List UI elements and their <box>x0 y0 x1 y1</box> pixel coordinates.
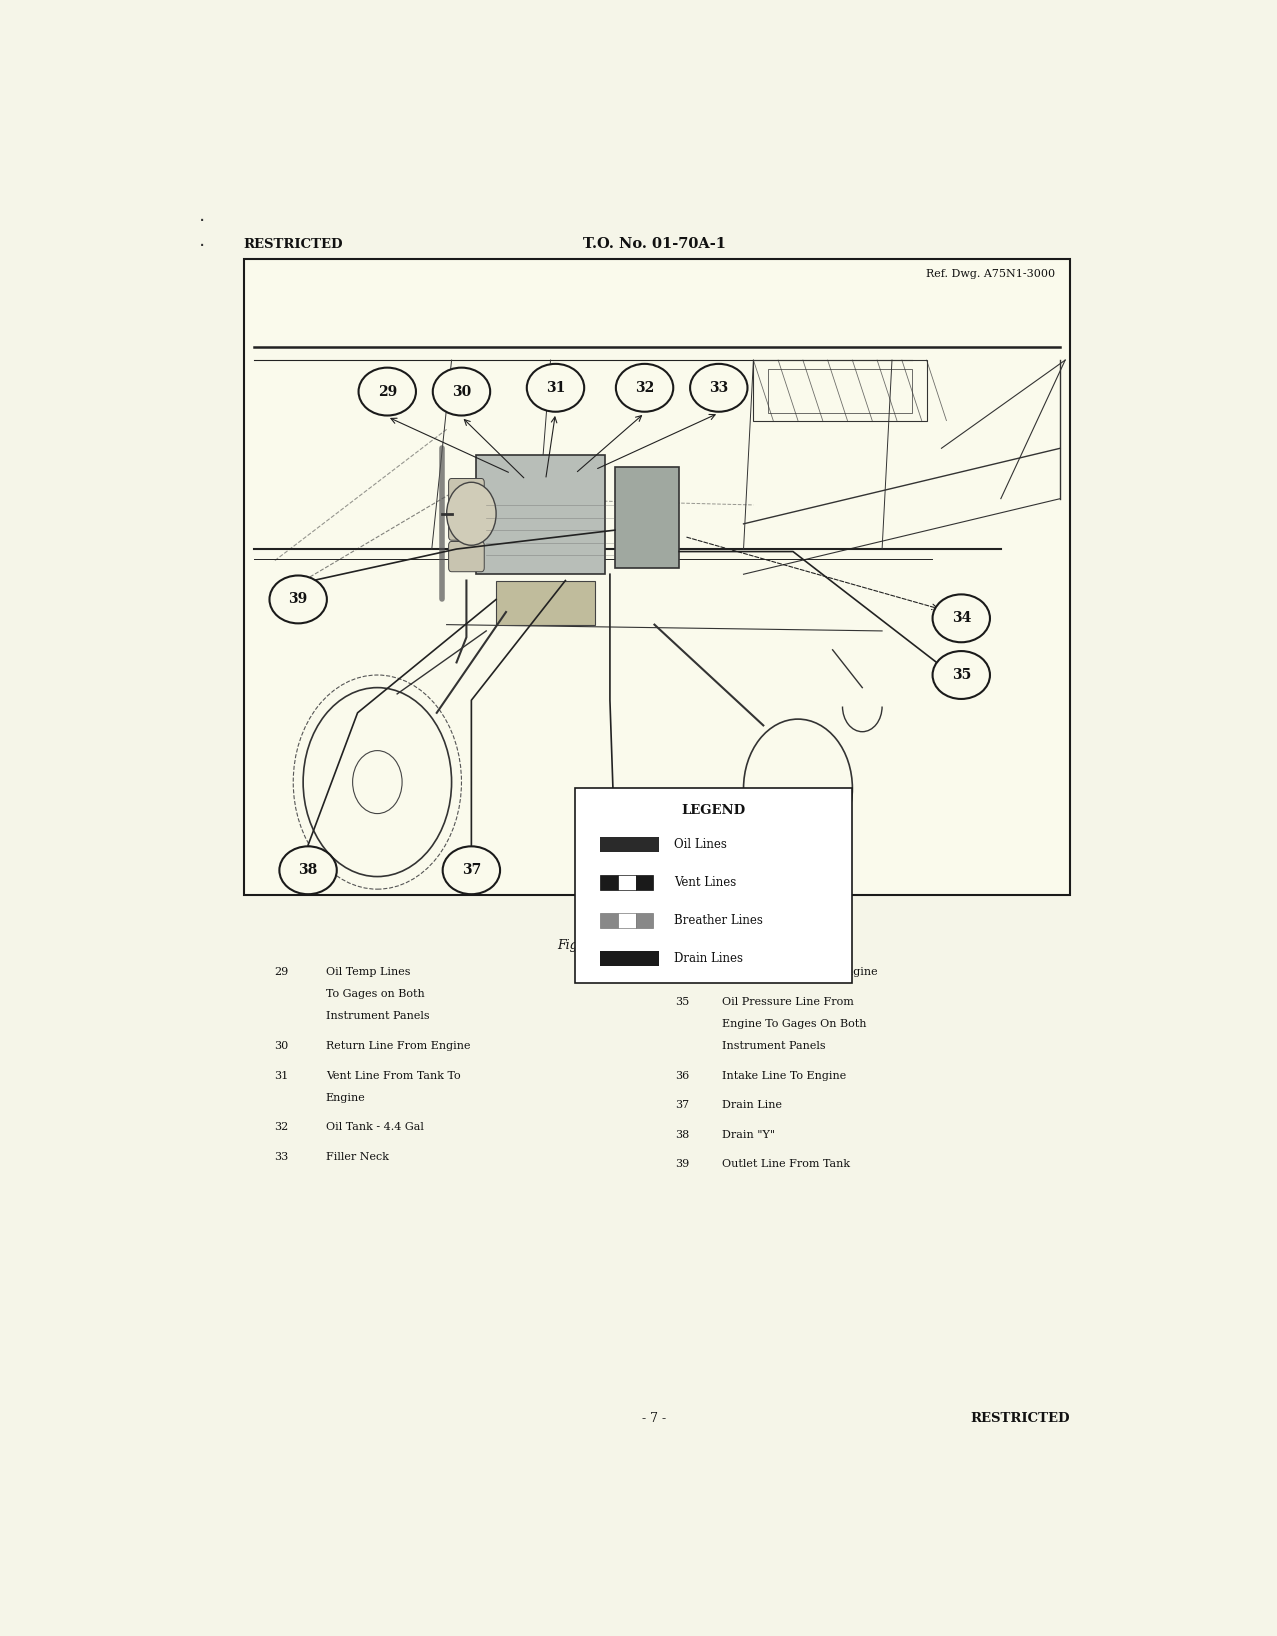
Text: 35: 35 <box>951 667 971 682</box>
Bar <box>575 789 853 983</box>
Text: Instrument Panels: Instrument Panels <box>722 1040 825 1050</box>
Text: 35: 35 <box>674 996 690 1006</box>
Text: 39: 39 <box>674 1160 690 1170</box>
Ellipse shape <box>433 368 490 416</box>
Ellipse shape <box>932 594 990 643</box>
Text: 36: 36 <box>674 1070 690 1080</box>
Text: - 7 -: - 7 - <box>642 1412 667 1425</box>
Ellipse shape <box>443 846 501 895</box>
Bar <box>769 368 912 412</box>
Bar <box>600 913 618 928</box>
Text: RESTRICTED: RESTRICTED <box>244 237 344 250</box>
Text: 29: 29 <box>378 384 397 399</box>
Bar <box>476 455 605 574</box>
Text: 36: 36 <box>600 864 619 877</box>
Text: 33: 33 <box>709 381 728 394</box>
Text: 37: 37 <box>676 1099 690 1111</box>
Text: ·: · <box>199 237 206 257</box>
Text: 32: 32 <box>635 381 654 394</box>
FancyBboxPatch shape <box>448 542 484 571</box>
Text: Drain Lines: Drain Lines <box>674 952 743 965</box>
Ellipse shape <box>269 576 327 623</box>
Bar <box>618 875 636 890</box>
Ellipse shape <box>616 363 673 412</box>
Text: Drain "Y": Drain "Y" <box>722 1130 775 1140</box>
Circle shape <box>447 483 495 545</box>
Bar <box>600 838 659 852</box>
Ellipse shape <box>581 846 638 895</box>
Text: 32: 32 <box>275 1122 289 1132</box>
Text: 31: 31 <box>275 1070 289 1080</box>
Text: Intake Line To Engine: Intake Line To Engine <box>722 1070 845 1080</box>
Text: Breather Lines: Breather Lines <box>674 915 764 928</box>
Ellipse shape <box>690 363 747 412</box>
Text: Outlet Line From Tank: Outlet Line From Tank <box>722 1160 850 1170</box>
Text: 34: 34 <box>951 612 971 625</box>
Text: 30: 30 <box>452 384 471 399</box>
Text: Instrument Panels: Instrument Panels <box>326 1011 429 1021</box>
Text: 31: 31 <box>545 381 566 394</box>
Bar <box>618 913 636 928</box>
Text: T.O. No. 01-70A-1: T.O. No. 01-70A-1 <box>584 237 725 252</box>
Text: Oil Temp Lines: Oil Temp Lines <box>326 967 410 977</box>
Text: Ref. Dwg. A75N1-3000: Ref. Dwg. A75N1-3000 <box>926 270 1055 280</box>
Ellipse shape <box>527 363 584 412</box>
Text: Breather Line From Engine: Breather Line From Engine <box>722 967 877 977</box>
Text: Oil Pressure Line From: Oil Pressure Line From <box>722 996 853 1006</box>
Text: Drain Line: Drain Line <box>722 1099 782 1111</box>
Ellipse shape <box>932 651 990 699</box>
Text: Return Line From Engine: Return Line From Engine <box>326 1040 470 1050</box>
Text: Vent Line From Tank To: Vent Line From Tank To <box>326 1070 461 1080</box>
Text: 38: 38 <box>299 864 318 877</box>
Text: RESTRICTED: RESTRICTED <box>971 1412 1070 1425</box>
Text: 37: 37 <box>462 864 481 877</box>
Text: To Gages on Both: To Gages on Both <box>326 990 425 1000</box>
FancyBboxPatch shape <box>448 510 484 540</box>
Text: LEGEND: LEGEND <box>682 805 746 818</box>
Ellipse shape <box>280 846 337 895</box>
Bar <box>600 951 659 965</box>
Text: 30: 30 <box>275 1040 289 1050</box>
Text: 34: 34 <box>674 967 690 977</box>
Bar <box>616 468 679 568</box>
Text: 39: 39 <box>289 592 308 607</box>
Text: Engine: Engine <box>326 1093 365 1103</box>
Text: ·: · <box>199 213 206 231</box>
Text: Figure 4 - Oil System Diagram: Figure 4 - Oil System Diagram <box>558 939 751 952</box>
Text: Vent Lines: Vent Lines <box>674 875 737 888</box>
Bar <box>636 913 654 928</box>
Text: 33: 33 <box>275 1152 289 1162</box>
Text: Oil Tank - 4.4 Gal: Oil Tank - 4.4 Gal <box>326 1122 424 1132</box>
Text: Filler Neck: Filler Neck <box>326 1152 389 1162</box>
Text: Oil Lines: Oil Lines <box>674 838 727 851</box>
Ellipse shape <box>359 368 416 416</box>
Bar <box>753 360 927 420</box>
Text: 38: 38 <box>674 1130 690 1140</box>
Bar <box>636 875 654 890</box>
Text: 29: 29 <box>275 967 289 977</box>
Text: Engine To Gages On Both: Engine To Gages On Both <box>722 1019 866 1029</box>
Bar <box>600 875 618 890</box>
Bar <box>244 258 1070 895</box>
Bar <box>495 581 595 625</box>
FancyBboxPatch shape <box>448 478 484 509</box>
